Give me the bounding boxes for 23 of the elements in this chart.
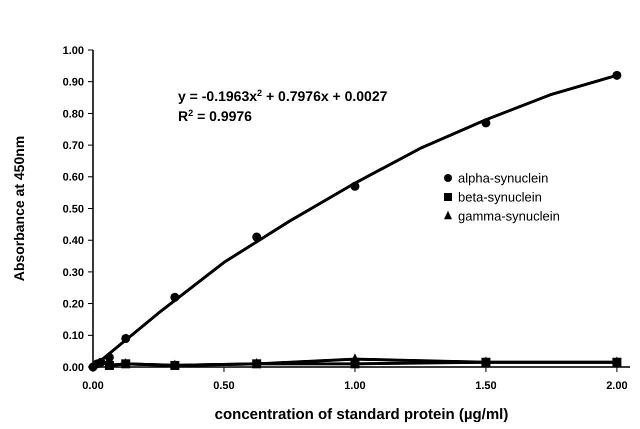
- y-tick-label: 0.00: [62, 362, 84, 374]
- x-tick-label: 1.50: [475, 380, 497, 392]
- annotation: y = -0.1963x$^{2}$ + 0.7976x + 0.0027: [178, 88, 388, 104]
- y-tick-label: 0.30: [62, 266, 84, 279]
- y-tick-label: 0.50: [62, 203, 84, 216]
- x-tick-label: 2.00: [606, 380, 628, 392]
- y-tick-label: 0.80: [62, 108, 84, 120]
- y-tick-label: 0.40: [62, 235, 84, 248]
- annotation: R$^{2}$ = 0.9976: [178, 108, 252, 124]
- x-axis-title: concentration of standard protein (µg/ml): [214, 406, 508, 423]
- x-tick-label: 0.00: [82, 380, 104, 392]
- legend-label: alpha-synuclein: [458, 170, 548, 186]
- y-tick-label: 0.10: [62, 330, 84, 342]
- y-tick-label: 0.20: [62, 298, 84, 310]
- legend-label: beta-synuclein: [458, 190, 542, 205]
- x-tick-label: 1.00: [344, 380, 366, 392]
- y-tick-label: 0.60: [62, 172, 84, 184]
- y-tick-label: 1.00: [62, 44, 84, 57]
- y-tick-label: 0.90: [62, 76, 84, 89]
- y-tick-label: 0.70: [62, 140, 84, 152]
- x-tick-label: 0.50: [213, 380, 235, 392]
- y-axis-title: Absorbance at 450nm: [11, 136, 27, 282]
- legend-label: gamma-synuclein: [458, 208, 560, 224]
